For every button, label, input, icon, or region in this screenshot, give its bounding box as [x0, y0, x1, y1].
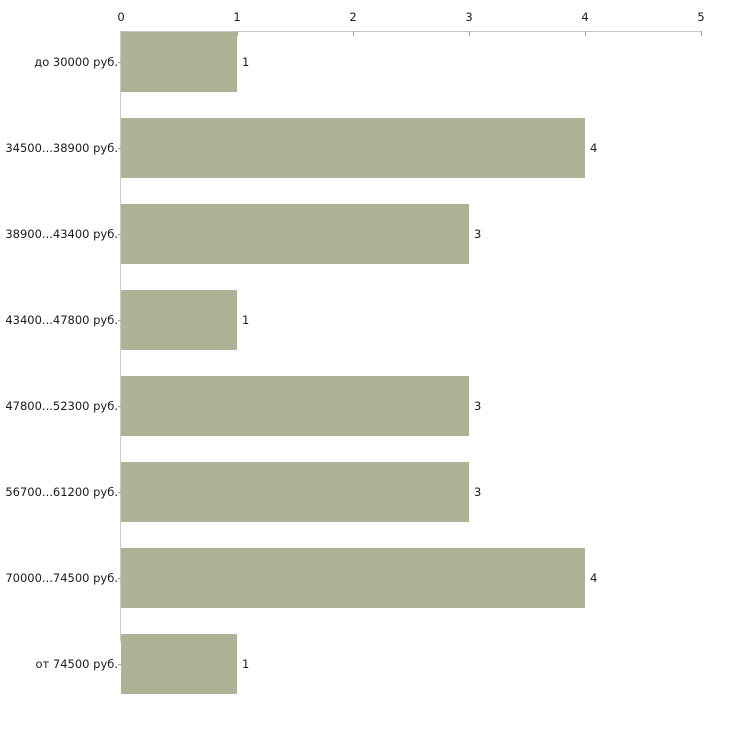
y-tick-mark: [118, 492, 123, 493]
y-tick-mark: [118, 664, 123, 665]
x-tick-mark: [353, 31, 354, 36]
x-tick-mark: [469, 31, 470, 36]
x-tick-mark: [701, 31, 702, 36]
bar[interactable]: [121, 376, 469, 436]
bar-value-label: 1: [242, 55, 250, 69]
category-label: до 30000 руб.: [34, 55, 118, 69]
y-tick-mark: [118, 148, 123, 149]
x-tick-label: 3: [465, 10, 473, 24]
x-tick-mark: [585, 31, 586, 36]
bar[interactable]: [121, 548, 585, 608]
y-tick-mark: [118, 406, 123, 407]
category-axis-line: [120, 31, 121, 641]
x-tick-label: 5: [697, 10, 705, 24]
bar-value-label: 3: [474, 399, 482, 413]
bar[interactable]: [121, 204, 469, 264]
bar-value-label: 1: [242, 313, 250, 327]
category-label: 34500...38900 руб.: [5, 141, 118, 155]
category-label: 56700...61200 руб.: [5, 485, 118, 499]
x-tick-label: 1: [233, 10, 241, 24]
category-label: 38900...43400 руб.: [5, 227, 118, 241]
y-tick-mark: [118, 62, 123, 63]
bar-value-label: 4: [590, 141, 598, 155]
bar-value-label: 3: [474, 485, 482, 499]
x-tick-label: 0: [117, 10, 125, 24]
bar[interactable]: [121, 32, 237, 92]
category-label: от 74500 руб.: [35, 657, 118, 671]
bar[interactable]: [121, 290, 237, 350]
x-tick-mark: [237, 31, 238, 36]
y-tick-mark: [118, 234, 123, 235]
bar-value-label: 1: [242, 657, 250, 671]
bar[interactable]: [121, 634, 237, 694]
top-axis-line: [121, 31, 701, 32]
category-label: 43400...47800 руб.: [5, 313, 118, 327]
x-tick-label: 4: [581, 10, 589, 24]
y-tick-mark: [118, 578, 123, 579]
category-label: 47800...52300 руб.: [5, 399, 118, 413]
bar-value-label: 4: [590, 571, 598, 585]
bar[interactable]: [121, 462, 469, 522]
bar[interactable]: [121, 118, 585, 178]
bar-value-label: 3: [474, 227, 482, 241]
y-tick-mark: [118, 320, 123, 321]
x-tick-label: 2: [349, 10, 357, 24]
category-label: 70000...74500 руб.: [5, 571, 118, 585]
